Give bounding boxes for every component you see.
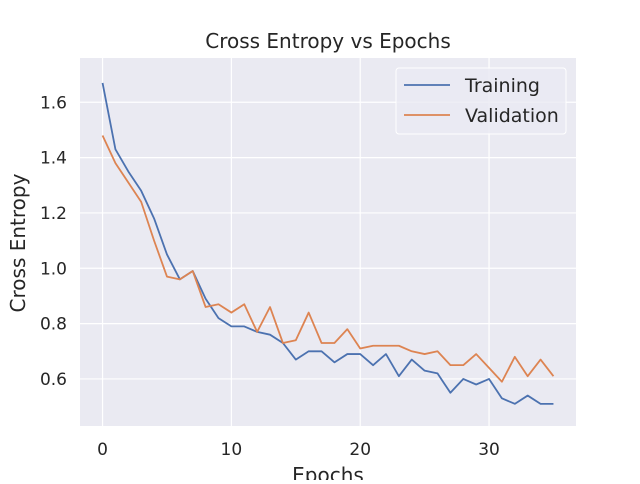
x-tick-label: 10 [221,440,243,460]
y-tick-label: 0.8 [40,315,67,335]
y-tick-label: 1.2 [40,204,67,224]
y-tick-label: 1.0 [40,259,67,279]
legend: Training Validation [395,67,567,135]
series-line-validation [101,135,555,383]
y-tick-label: 0.6 [40,370,67,390]
y-tick-label: 1.6 [40,93,67,113]
tick-labels: 0 10 20 30 0.6 0.8 1.0 1.2 1.4 1.6 [40,93,500,460]
series-line-training [101,82,554,405]
legend-label-training: Training [464,75,540,97]
series-lines [101,82,555,405]
x-tick-label: 30 [478,440,500,460]
y-tick-label: 1.4 [40,149,67,169]
x-tick-label: 0 [97,440,108,460]
x-tick-label: 20 [349,440,371,460]
chart-title: Cross Entropy vs Epochs [205,29,451,53]
y-axis-label: Cross Entropy [6,173,30,312]
x-axis-label: Epochs [292,463,364,480]
legend-label-validation: Validation [465,105,559,127]
